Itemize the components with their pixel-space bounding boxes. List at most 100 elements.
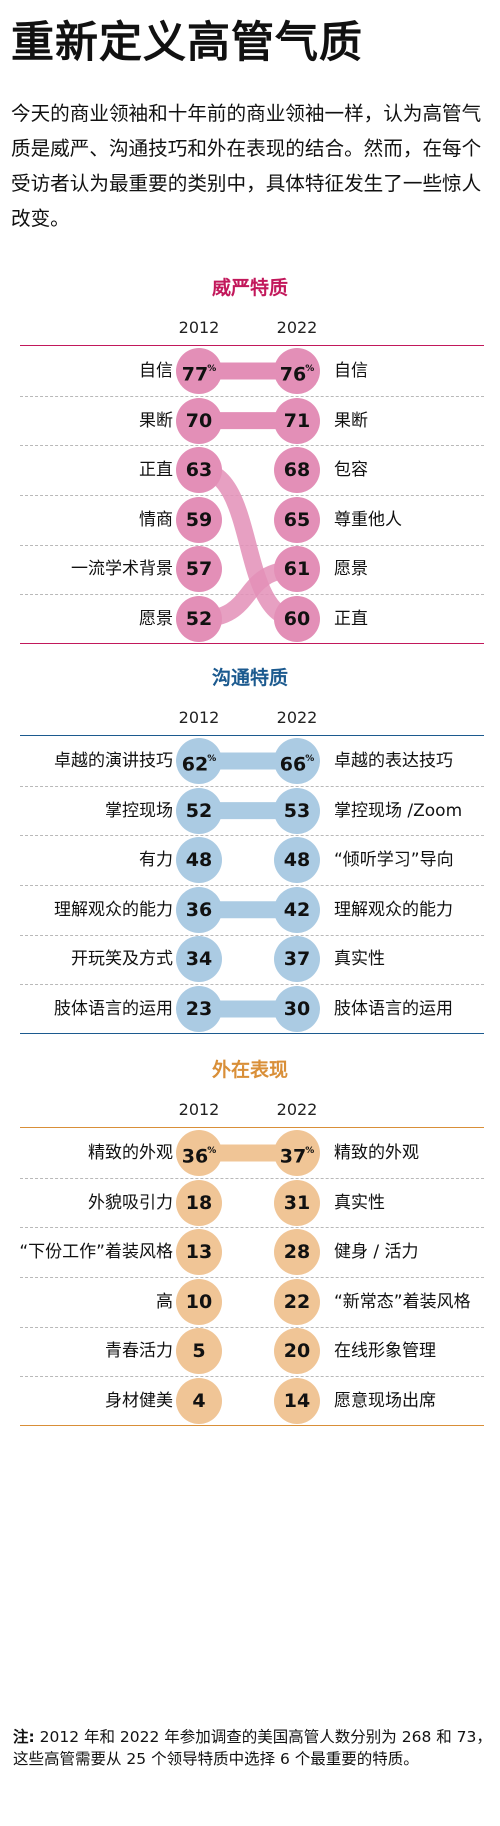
value-circle-2012: 52 [176, 787, 222, 834]
data-value: 5 [192, 1340, 206, 1363]
footnote: 注: 2012 年和 2022 年参加调查的美国高管人数分别为 268 和 73… [13, 1726, 493, 1770]
value-circle-2012: 18 [176, 1179, 222, 1226]
percent-sign: % [305, 1146, 315, 1156]
trait-label-2012: 精致的外观 [88, 1143, 173, 1163]
page-title: 重新定义高管气质 [11, 18, 363, 68]
data-value: 23 [185, 998, 213, 1020]
row-divider [20, 1277, 484, 1278]
data-value: 52 [185, 608, 213, 630]
trait-label-2012: 高 [156, 1291, 173, 1312]
value-circle-2012: 23 [176, 986, 222, 1032]
data-value: 36 [185, 898, 213, 921]
trait-label-2022: 肢体语言的运用 [334, 999, 453, 1019]
data-value: 70 [185, 409, 213, 432]
data-value: 37 [283, 948, 311, 971]
data-value: 66 [279, 753, 307, 776]
trait-label-2022: 尊重他人 [334, 509, 402, 530]
trait-label-2022: 自信 [334, 361, 368, 381]
row-divider [20, 785, 484, 787]
data-value: 57 [185, 558, 213, 581]
trait-label-2012: 理解观众的能力 [54, 899, 173, 920]
trait-label-2012: 肢体语言的运用 [54, 999, 173, 1019]
year-label-left: 2012 [178, 318, 220, 337]
trait-label-2012: 掌控现场 [105, 800, 173, 821]
data-value: 68 [283, 459, 311, 482]
trait-label-2012: 情商 [139, 509, 173, 530]
data-value: 42 [283, 898, 311, 921]
value-circle-2012: 52 [176, 596, 222, 642]
row-divider [20, 984, 484, 986]
section-bottom-rule [20, 1425, 484, 1426]
trait-label-2022: 在线形象管理 [334, 1341, 436, 1362]
value-circle-2012: 10 [176, 1278, 222, 1325]
data-value: 4 [192, 1390, 206, 1412]
trait-label-2012: 有力 [139, 850, 173, 871]
value-circle-2022: 68 [274, 447, 320, 494]
value-circle-2012: 4 [176, 1378, 222, 1424]
year-label-right: 2022 [276, 708, 318, 727]
value-circle-2012: 48 [176, 837, 222, 884]
percent-sign: % [207, 1146, 217, 1156]
value-circle-2022: 42 [274, 886, 320, 933]
data-value: 61 [283, 558, 311, 581]
data-value: 22 [283, 1290, 311, 1313]
value-circle-2012: 57 [176, 546, 222, 593]
value-circle-2022: 61 [274, 546, 320, 593]
value-circle-2012: 36% [176, 1130, 222, 1176]
row-divider [20, 1376, 484, 1378]
data-value: 62 [181, 753, 209, 776]
trait-label-2012: 身材健美 [105, 1391, 173, 1411]
data-value: 77 [181, 363, 209, 386]
row-divider [20, 934, 484, 936]
data-value: 59 [185, 508, 213, 531]
value-circle-2022: 65 [274, 496, 320, 543]
row-divider [20, 495, 484, 496]
value-circle-2022: 48 [274, 837, 320, 884]
trait-label-2022: “新常态”着装风格 [334, 1291, 471, 1312]
data-value: 65 [283, 508, 311, 531]
data-value: 36 [181, 1145, 209, 1168]
trait-label-2012: 一流学术背景 [71, 559, 173, 580]
data-value: 13 [185, 1241, 213, 1264]
percent-sign: % [207, 364, 217, 374]
value-circle-2012: 63 [176, 447, 222, 494]
section-title: 沟通特质 [211, 667, 288, 689]
footnote-text: 2012 年和 2022 年参加调查的美国高管人数分别为 268 和 73，这些… [13, 1728, 492, 1768]
trait-label-2012: 开玩笑及方式 [71, 949, 173, 970]
year-label-right: 2022 [276, 318, 318, 337]
trait-label-2012: 卓越的演讲技巧 [54, 751, 173, 771]
trait-label-2022: 真实性 [334, 1192, 385, 1213]
value-circle-2022: 66% [274, 738, 320, 784]
trait-label-2022: 理解观众的能力 [334, 899, 453, 920]
data-value: 52 [185, 799, 213, 822]
row-divider [20, 1326, 484, 1328]
trait-label-2012: 自信 [139, 361, 173, 381]
trait-label-2012: “下份工作”着装风格 [19, 1242, 173, 1263]
section-title: 外在表现 [211, 1059, 288, 1081]
section-top-rule [20, 1127, 484, 1128]
trait-label-2022: 愿意现场出席 [334, 1391, 436, 1411]
value-circle-2022: 37 [274, 936, 320, 983]
data-value: 10 [185, 1290, 213, 1313]
value-circle-2012: 5 [176, 1328, 222, 1375]
row-divider [20, 1227, 484, 1229]
trait-label-2022: 精致的外观 [334, 1143, 419, 1163]
section-title: 威严特质 [211, 277, 288, 299]
data-value: 48 [185, 849, 213, 872]
data-value: 18 [185, 1191, 213, 1214]
intro-paragraph: 今天的商业领袖和十年前的商业领袖一样，认为高管气质是威严、沟通技巧和外在表现的结… [11, 102, 482, 230]
data-value: 63 [185, 459, 213, 482]
data-value: 71 [283, 409, 311, 432]
percent-sign: % [305, 364, 315, 374]
value-circle-2022: 71 [274, 397, 320, 444]
data-value: 30 [283, 998, 311, 1020]
value-circle-2012: 59 [176, 496, 222, 543]
trait-label-2022: 卓越的表达技巧 [334, 751, 453, 771]
value-circle-2022: 60 [274, 596, 320, 642]
data-value: 37 [279, 1145, 307, 1168]
trait-label-2022: “倾听学习”导向 [334, 850, 454, 871]
value-circle-2022: 22 [274, 1278, 320, 1325]
percent-sign: % [207, 754, 217, 764]
value-circle-2022: 37% [274, 1130, 320, 1176]
trait-label-2012: 青春活力 [105, 1341, 173, 1362]
